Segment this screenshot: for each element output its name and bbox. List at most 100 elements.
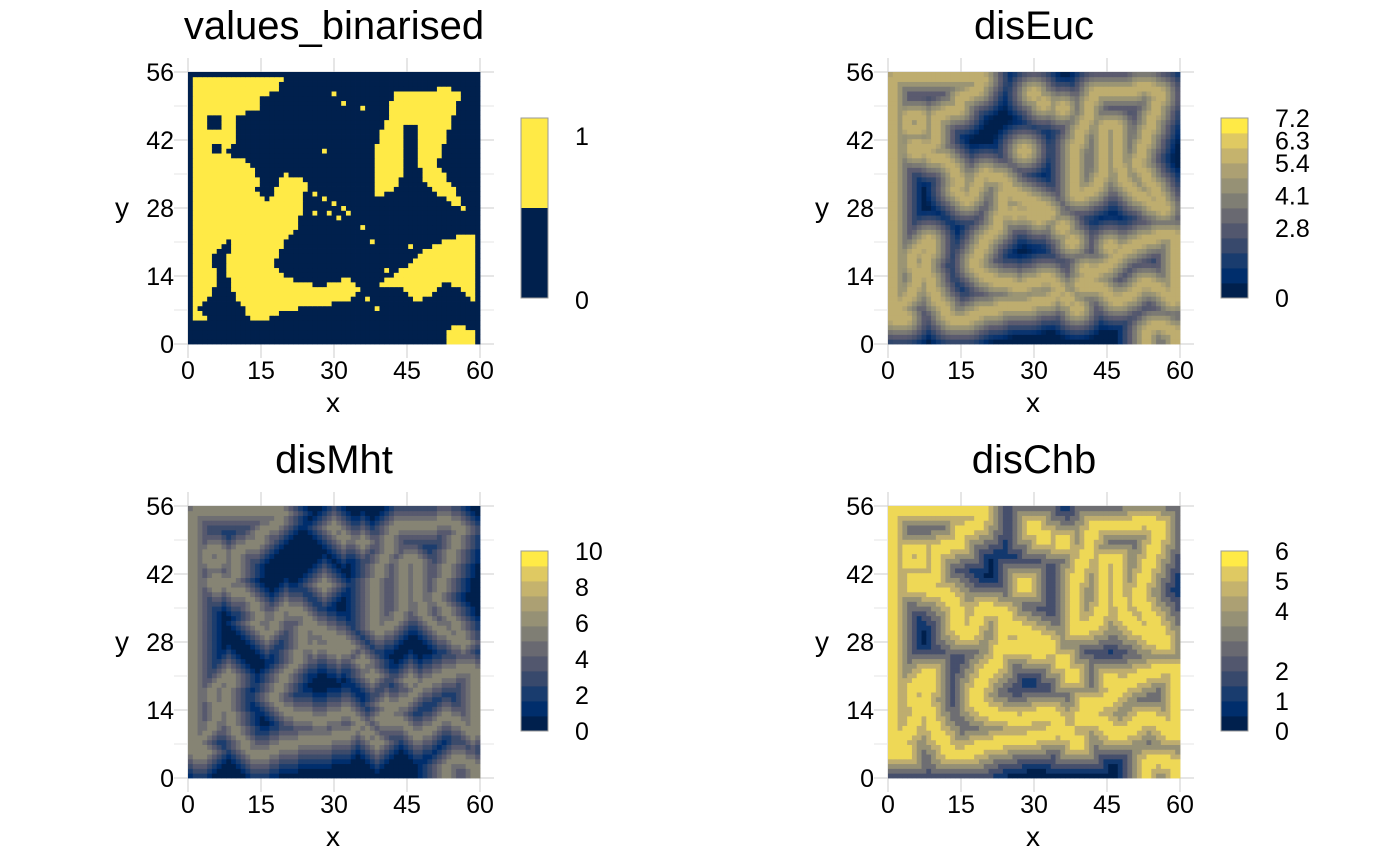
heatmap-cell — [216, 186, 222, 192]
heatmap-cell — [269, 181, 275, 187]
heatmap-cell — [207, 172, 213, 178]
heatmap-cell — [470, 167, 476, 173]
heatmap-cell — [1108, 248, 1114, 254]
heatmap-cell — [221, 114, 227, 121]
heatmap-cell — [288, 143, 294, 149]
heatmap-cell — [379, 181, 385, 187]
heatmap-cell — [188, 86, 194, 92]
heatmap-cell — [1012, 277, 1018, 283]
heatmap-cell — [278, 176, 285, 183]
heatmap-cell — [188, 129, 194, 135]
heatmap-cell — [269, 262, 275, 269]
heatmap-cell — [1045, 334, 1052, 340]
heatmap-cell — [1136, 277, 1143, 283]
heatmap-cell — [1022, 301, 1028, 307]
heatmap-cell — [283, 239, 289, 245]
heatmap-cell — [188, 76, 194, 82]
heatmap-cell — [1065, 248, 1071, 254]
heatmap-cell — [1031, 334, 1037, 340]
heatmap-cell — [1132, 334, 1138, 340]
heatmap-cell — [978, 229, 985, 235]
heatmap-cell — [1074, 324, 1080, 331]
heatmap-cell — [969, 320, 975, 326]
heatmap-cell — [283, 91, 289, 97]
heatmap-cell — [188, 258, 194, 264]
heatmap-cell — [188, 234, 194, 240]
heatmap-cell — [369, 239, 376, 245]
heatmap-cell — [1141, 229, 1147, 235]
heatmap-cell — [250, 124, 256, 130]
heatmap-cell — [360, 329, 366, 335]
heatmap-cell — [403, 286, 409, 292]
heatmap-cell — [331, 258, 337, 264]
heatmap-cell — [945, 272, 951, 278]
heatmap-cell — [245, 172, 251, 178]
heatmap-cell — [302, 110, 309, 116]
heatmap-cell — [398, 243, 404, 249]
heatmap-cell — [393, 191, 400, 197]
heatmap-cell — [250, 100, 256, 106]
heatmap-cell — [298, 334, 304, 340]
heatmap-cell — [998, 291, 1004, 297]
heatmap-cell — [417, 86, 423, 92]
heatmap-cell — [432, 291, 438, 297]
heatmap-cell — [451, 100, 457, 106]
heatmap-cell — [432, 157, 438, 164]
heatmap-cell — [1045, 277, 1052, 283]
heatmap-cell — [360, 296, 366, 302]
heatmap-cell — [398, 205, 404, 211]
heatmap-cell — [456, 119, 462, 125]
heatmap-cell — [398, 76, 404, 82]
heatmap-cell — [317, 219, 323, 226]
heatmap-cell — [1060, 281, 1066, 288]
heatmap-cell — [355, 329, 361, 335]
heatmap-cell — [355, 105, 361, 111]
heatmap-cell — [427, 186, 433, 192]
heatmap-cell — [283, 186, 289, 192]
heatmap-cell — [417, 229, 423, 235]
heatmap-cell — [417, 72, 423, 78]
heatmap-cell — [902, 262, 908, 269]
heatmap-cell — [298, 176, 304, 183]
heatmap-cell — [403, 176, 409, 183]
heatmap-cell — [436, 281, 443, 288]
heatmap-cell — [389, 272, 395, 278]
heatmap-cell — [345, 138, 352, 144]
heatmap-cell — [403, 277, 409, 283]
heatmap-cell — [307, 215, 313, 221]
heatmap-cell — [1132, 272, 1138, 278]
heatmap-cell — [931, 339, 937, 345]
heatmap-cell — [988, 229, 994, 235]
heatmap-cell — [192, 324, 198, 331]
heatmap-cell — [240, 105, 246, 111]
heatmap-cell — [355, 215, 361, 221]
heatmap-cell — [1108, 301, 1114, 307]
heatmap-cell — [264, 157, 270, 164]
heatmap-cell — [465, 243, 471, 249]
heatmap-cell — [211, 138, 218, 144]
heatmap-cell — [398, 110, 404, 116]
heatmap-cell — [935, 277, 942, 283]
heatmap-cell — [988, 267, 994, 273]
heatmap-cell — [345, 124, 352, 130]
heatmap-cell — [369, 129, 376, 135]
heatmap-cell — [427, 253, 433, 259]
heatmap-cell — [221, 210, 227, 216]
heatmap-cell — [1031, 234, 1037, 240]
heatmap-cell — [293, 167, 299, 173]
heatmap-cell — [888, 224, 894, 230]
heatmap-cell — [331, 248, 337, 254]
heatmap-cell — [307, 243, 313, 249]
heatmap-cell — [926, 253, 932, 259]
heatmap-cell — [1026, 267, 1033, 273]
heatmap-cell — [1089, 234, 1095, 240]
heatmap-cell — [897, 334, 903, 340]
heatmap-cell — [207, 162, 213, 168]
heatmap-cell — [1156, 329, 1162, 335]
heatmap-cell — [365, 119, 371, 125]
x-tick-label: 60 — [466, 357, 494, 385]
heatmap-cell — [283, 258, 289, 264]
heatmap-cell — [331, 324, 337, 331]
heatmap-cell — [1141, 296, 1147, 302]
heatmap-cell — [978, 315, 985, 321]
